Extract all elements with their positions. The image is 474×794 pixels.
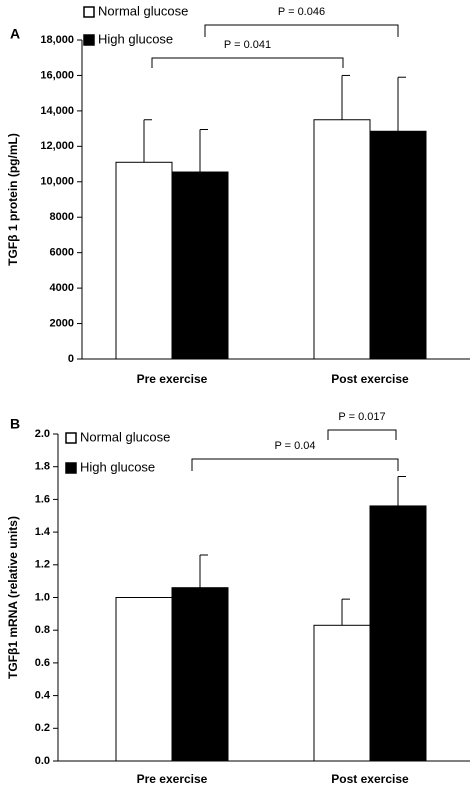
y-tick-label: 0.4	[35, 690, 51, 702]
y-tick-label: 2000	[50, 317, 74, 329]
y-tick-label: 6000	[50, 247, 74, 259]
x-tick-label: Post exercise	[331, 372, 409, 386]
bar	[369, 130, 427, 360]
y-tick-label: 1.8	[35, 461, 50, 473]
y-tick-label: 1.0	[35, 591, 50, 603]
x-tick-label: Pre exercise	[137, 372, 208, 386]
y-tick-label: 4000	[50, 282, 74, 294]
significance-bracket	[151, 57, 344, 68]
y-tick-label: 16,000	[40, 69, 74, 81]
bar	[313, 624, 371, 762]
legend-swatch	[65, 432, 77, 444]
legend-swatch	[83, 6, 95, 18]
panel-label: B	[10, 416, 20, 432]
p-value: P = 0.04	[274, 440, 315, 452]
significance-bracket	[191, 458, 399, 471]
y-tick-label: 0.6	[35, 657, 50, 669]
legend-swatch	[83, 34, 95, 46]
legend-label: High glucose	[80, 459, 155, 474]
bar	[171, 171, 229, 360]
y-tick-label: 12,000	[40, 140, 74, 152]
significance-bracket	[204, 24, 399, 37]
y-tick-label: 18,000	[40, 34, 74, 46]
y-tick-label: 2.0	[35, 428, 50, 440]
y-tick-label: 0	[68, 353, 74, 365]
y-tick-label: 14,000	[40, 105, 74, 117]
bar	[115, 597, 173, 762]
y-tick-label: 1.6	[35, 493, 50, 505]
y-tick-label: 0.8	[35, 624, 50, 636]
legend-label: High glucose	[98, 31, 173, 46]
p-value: P = 0.017	[338, 411, 385, 423]
y-axis-label: TGFβ 1 protein (pg/mL)	[6, 133, 20, 266]
legend-swatch	[65, 462, 77, 474]
y-tick-label: 1.2	[35, 559, 50, 571]
y-tick-label: 0.0	[35, 755, 50, 767]
y-tick-label: 1.4	[35, 526, 51, 538]
x-tick-label: Post exercise	[331, 772, 409, 786]
y-tick-label: 0.2	[35, 722, 50, 734]
y-tick-label: 10,000	[40, 176, 74, 188]
significance-bracket	[327, 429, 397, 440]
bar	[171, 587, 229, 762]
x-tick-label: Pre exercise	[137, 772, 208, 786]
legend-label: Normal glucose	[98, 3, 188, 18]
y-tick-label: 8000	[50, 211, 74, 223]
panel-label: A	[10, 26, 20, 42]
bar	[369, 505, 427, 762]
bar	[115, 161, 173, 360]
bar	[313, 119, 371, 360]
p-value: P = 0.046	[278, 6, 325, 18]
p-value: P = 0.041	[224, 39, 271, 51]
y-axis-label: TGFβ1 mRNA (relative units)	[6, 516, 20, 679]
legend-label: Normal glucose	[80, 429, 170, 444]
